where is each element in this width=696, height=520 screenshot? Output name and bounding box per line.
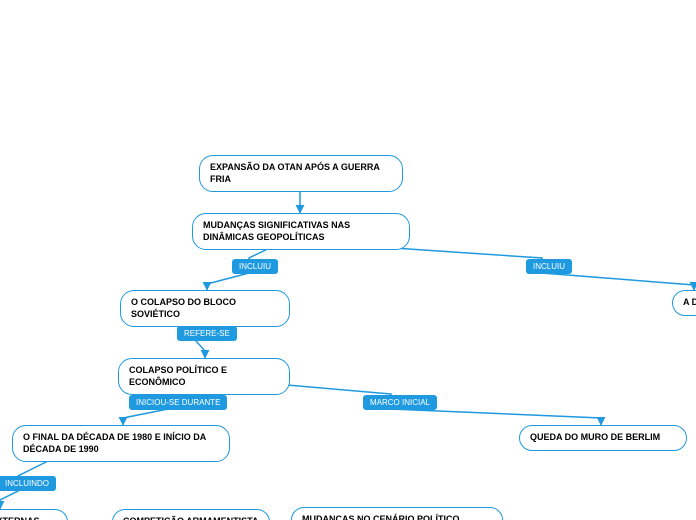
node-label: MUDANÇAS SIGNIFICATIVAS NAS DINÂMICAS GE… — [203, 220, 399, 243]
edge-label-4: INICIOU-SE DURANTE — [129, 395, 227, 410]
node-n5[interactable]: COLAPSO POLÍTICO E ECONÔMICO — [118, 358, 290, 395]
node-label: MUDANÇAS NO CENÁRIO POLÍTICO — [302, 514, 460, 520]
node-n6[interactable]: O FINAL DA DÉCADA DE 1980 E INÍCIO DA DÉ… — [12, 425, 230, 462]
node-n2[interactable]: MUDANÇAS SIGNIFICATIVAS NAS DINÂMICAS GE… — [192, 213, 410, 250]
node-n8[interactable]: ESSÕES EXTERNAS — [0, 509, 68, 520]
node-n9[interactable]: COMPETIÇÃO ARMAMENTISTA — [112, 509, 270, 520]
node-label: COMPETIÇÃO ARMAMENTISTA — [123, 516, 259, 520]
node-label: COLAPSO POLÍTICO E ECONÔMICO — [129, 365, 279, 388]
node-n10[interactable]: MUDANÇAS NO CENÁRIO POLÍTICO — [291, 507, 503, 520]
node-label: O COLAPSO DO BLOCO SOVIÉTICO — [131, 297, 279, 320]
edge-label-3: REFERE-SE — [177, 326, 237, 341]
edge-label-2: INCLUIU — [526, 259, 572, 274]
node-n1[interactable]: EXPANSÃO DA OTAN APÓS A GUERRA FRIA — [199, 155, 403, 192]
edge-n2-n4 — [320, 243, 694, 290]
edge-label-6: INCLUINDO — [0, 476, 56, 491]
node-n3[interactable]: O COLAPSO DO BLOCO SOVIÉTICO — [120, 290, 290, 327]
node-n4[interactable]: A D — [672, 290, 696, 316]
node-label: ESSÕES EXTERNAS — [0, 516, 40, 520]
edge-label-1: INCLUIU — [232, 259, 278, 274]
node-label: EXPANSÃO DA OTAN APÓS A GUERRA FRIA — [210, 162, 392, 185]
edge-label-5: MARCO INICIAL — [363, 395, 437, 410]
node-label: A D — [683, 297, 696, 309]
node-label: QUEDA DO MURO DE BERLIM — [530, 432, 660, 444]
node-n7[interactable]: QUEDA DO MURO DE BERLIM — [519, 425, 687, 451]
node-label: O FINAL DA DÉCADA DE 1980 E INÍCIO DA DÉ… — [23, 432, 219, 455]
